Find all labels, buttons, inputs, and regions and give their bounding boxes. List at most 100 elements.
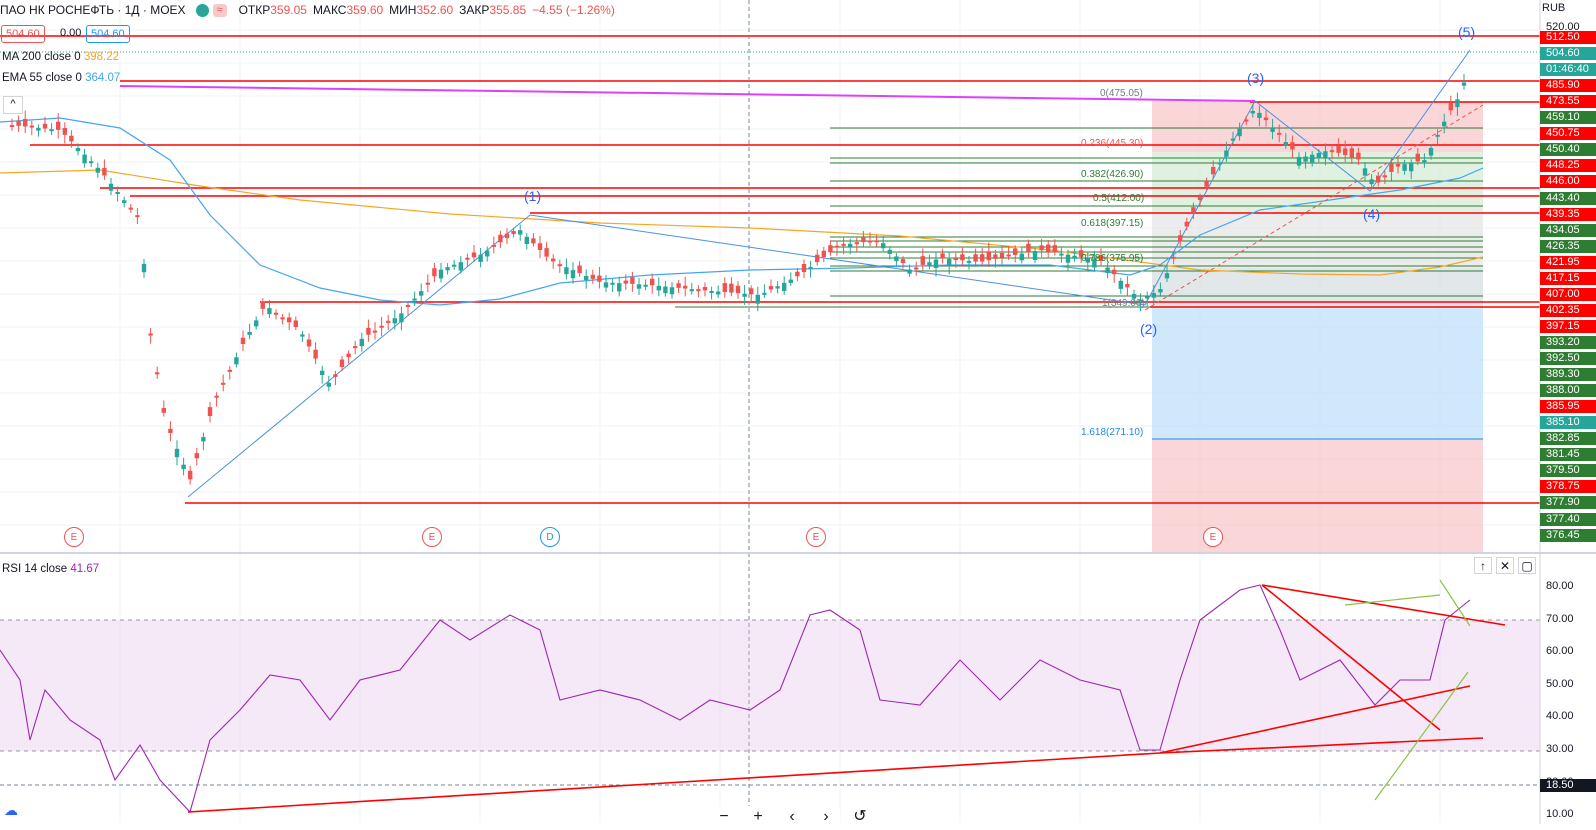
candle — [260, 301, 265, 309]
rsi-trend-line — [1159, 685, 1471, 754]
candle — [194, 453, 199, 459]
candle — [636, 284, 642, 289]
candle — [161, 408, 166, 413]
candle — [62, 127, 67, 135]
currency-label[interactable]: RUB — [1542, 2, 1566, 14]
wave-indicator-icon[interactable]: ≈ — [212, 3, 227, 17]
ma-legend[interactable]: MA 200 close 0 398.22 — [2, 51, 119, 63]
wave-label-2[interactable]: (2) — [1140, 321, 1158, 337]
rsi-trend-line-green — [1344, 594, 1441, 606]
candle — [1442, 121, 1447, 127]
candle — [570, 270, 576, 279]
rsi-close-button[interactable]: ✕ — [1496, 557, 1514, 574]
price-axis-label: 443.40 — [1540, 191, 1596, 205]
candle — [399, 313, 404, 323]
candle — [438, 269, 444, 279]
candle — [36, 127, 41, 131]
candle — [452, 264, 457, 267]
dividend-event-icon[interactable]: D — [540, 527, 560, 547]
crosshair-value-label: 18.50 — [1540, 779, 1596, 792]
fib-label-05: 0.5(412.00) — [1093, 193, 1145, 204]
wave-label-5[interactable]: (5) — [1458, 24, 1476, 40]
candle — [1283, 142, 1288, 146]
candle — [207, 407, 213, 416]
sell-price-box[interactable]: 504.60 — [1, 25, 45, 43]
symbol-title[interactable]: ПАО НК РОСНЕФТЬ · 1Д · MOEX — [0, 3, 186, 17]
scroll-forward-button[interactable]: › — [812, 806, 840, 830]
earnings-event-icon[interactable]: E — [64, 527, 84, 547]
wave-label-1[interactable]: (1) — [524, 188, 542, 204]
candle — [188, 470, 193, 480]
rsi-trend-line-green — [1439, 579, 1471, 627]
market-status-icon — [195, 3, 209, 17]
candle — [122, 200, 127, 204]
price-axis-label: 512.50 — [1540, 31, 1596, 44]
candle — [1125, 284, 1130, 288]
close-label: ЗАКР — [459, 3, 490, 17]
price-axis-label: 378.75 — [1540, 480, 1596, 494]
rsi-axis-tick: 40.00 — [1546, 710, 1574, 723]
earnings-event-icon[interactable]: E — [422, 527, 442, 547]
candle — [1336, 145, 1341, 153]
price-axis-label: 392.50 — [1540, 352, 1596, 365]
candle — [23, 118, 28, 127]
candle — [366, 327, 371, 335]
candle — [306, 339, 312, 347]
collapse-legend-button[interactable]: ^ — [3, 96, 23, 114]
candle — [656, 285, 661, 291]
candle — [49, 129, 54, 132]
candle — [1211, 166, 1216, 175]
candle — [1369, 179, 1374, 185]
candle — [854, 242, 859, 245]
price-axis-label: 381.45 — [1540, 448, 1596, 462]
earnings-event-icon[interactable]: E — [806, 527, 826, 547]
rsi-legend[interactable]: RSI 14 close 41.67 — [2, 563, 99, 575]
rsi-maximize-button[interactable]: ▢ — [1518, 557, 1536, 574]
candle — [287, 317, 292, 323]
low-label: МИН — [389, 3, 417, 17]
rsi-axis-tick: 80.00 — [1546, 580, 1574, 592]
candle — [1026, 243, 1031, 253]
candle — [1244, 119, 1249, 122]
candle — [1178, 235, 1183, 242]
candle — [82, 154, 87, 164]
zoom-out-button[interactable]: − — [710, 806, 738, 830]
candle — [999, 252, 1005, 258]
rsi-axis-tick: 70.00 — [1546, 612, 1574, 625]
candle — [128, 207, 133, 210]
candle — [702, 286, 708, 291]
candle — [1356, 152, 1361, 160]
candle — [227, 369, 232, 372]
candle — [993, 254, 998, 259]
price-tick: 520.00 — [1546, 21, 1580, 33]
candle — [491, 244, 496, 247]
candle — [650, 278, 655, 286]
candle — [95, 167, 100, 173]
tradingview-logo-icon[interactable]: ☁ — [4, 802, 18, 818]
scroll-back-button[interactable]: ‹ — [778, 806, 806, 830]
candle — [801, 264, 807, 272]
candle — [1145, 296, 1150, 299]
buy-price-box[interactable]: 504.60 — [86, 25, 130, 43]
wave-label-4[interactable]: (4) — [1363, 206, 1381, 222]
candle — [834, 245, 840, 248]
ema-legend[interactable]: EMA 55 close 0 364.07 — [2, 72, 120, 84]
candle — [313, 349, 318, 359]
candle — [953, 258, 958, 261]
price-axis-label: 446.00 — [1540, 175, 1596, 189]
earnings-event-icon[interactable]: E — [1203, 527, 1223, 547]
wave-label-3[interactable]: (3) — [1247, 70, 1265, 86]
zoom-in-button[interactable]: + — [744, 806, 772, 830]
price-axis-label: 450.40 — [1540, 143, 1596, 157]
candle — [1151, 293, 1156, 298]
candle — [359, 338, 364, 347]
high-value: 359.60 — [346, 3, 384, 17]
rsi-move-up-button[interactable]: ↑ — [1474, 557, 1492, 574]
reset-chart-button[interactable]: ↺ — [846, 806, 874, 830]
change-value: −4.55 (−1.26%) — [532, 3, 615, 17]
candle — [240, 337, 246, 344]
candle — [1461, 82, 1467, 86]
candle — [1415, 153, 1420, 162]
candle — [722, 283, 727, 293]
